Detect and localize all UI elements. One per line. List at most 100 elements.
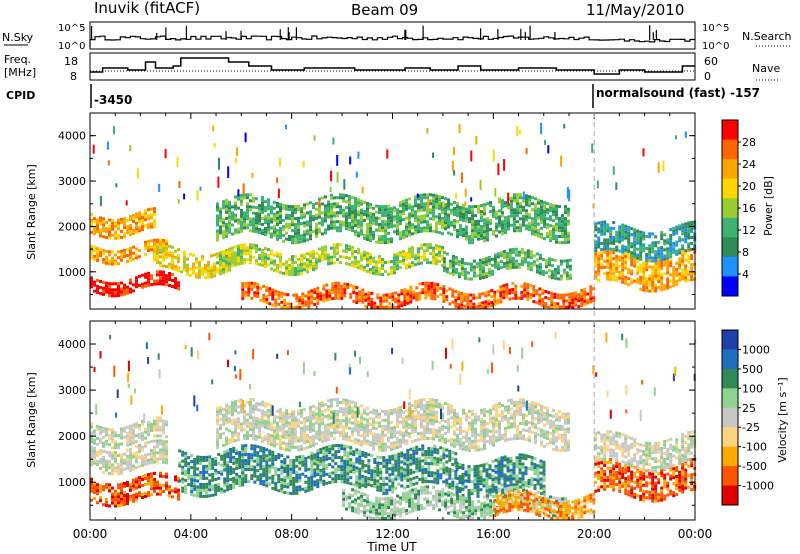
data-cell	[436, 451, 440, 455]
data-cell	[412, 455, 416, 459]
data-cell	[393, 268, 396, 272]
data-cell	[386, 149, 389, 159]
data-cell	[117, 495, 120, 499]
data-cell	[403, 474, 407, 478]
data-cell	[232, 479, 236, 483]
data-cell	[132, 478, 135, 482]
data-cell	[400, 460, 404, 464]
data-cell	[138, 426, 141, 430]
data-cell	[489, 222, 492, 226]
data-cell	[229, 466, 233, 469]
data-cell	[298, 306, 302, 309]
data-cell	[304, 294, 308, 298]
data-cell	[435, 227, 438, 231]
data-cell	[515, 480, 519, 484]
data-cell	[120, 249, 123, 253]
data-cell	[642, 276, 646, 280]
data-cell	[348, 228, 351, 231]
data-cell	[394, 474, 398, 478]
data-cell	[388, 455, 392, 459]
data-cell	[162, 419, 165, 423]
data-cell	[343, 179, 346, 190]
data-cell	[483, 239, 486, 243]
data-cell	[213, 253, 216, 257]
data-cell	[642, 234, 646, 238]
data-cell	[114, 460, 117, 464]
data-cell	[244, 447, 248, 451]
data-cell	[159, 442, 162, 446]
data-cell	[114, 230, 117, 234]
data-cell	[237, 197, 240, 201]
data-cell	[327, 212, 330, 216]
data-cell	[618, 225, 622, 229]
data-cell	[159, 457, 162, 461]
data-cell	[657, 240, 661, 244]
data-cell	[657, 265, 661, 269]
data-cell	[559, 277, 563, 281]
data-cell	[265, 301, 269, 304]
data-cell	[243, 261, 246, 265]
data-cell	[432, 196, 435, 200]
data-cell	[132, 245, 135, 249]
data-cell	[681, 226, 685, 230]
data-cell	[223, 450, 227, 454]
data-cell	[243, 252, 246, 256]
data-cell	[111, 259, 114, 263]
data-cell	[246, 258, 249, 262]
data-cell	[267, 204, 270, 208]
data-cell	[394, 462, 398, 466]
data-cell	[240, 193, 243, 197]
data-cell	[633, 258, 637, 262]
data-cell	[562, 299, 566, 303]
data-cell	[385, 482, 389, 486]
data-cell	[594, 273, 598, 277]
data-cell	[343, 468, 347, 472]
data-cell	[250, 459, 254, 463]
data-cell	[249, 252, 252, 256]
data-cell	[156, 419, 159, 423]
data-cell	[253, 285, 257, 289]
data-cell	[402, 212, 405, 215]
data-cell	[411, 246, 414, 250]
data-cell	[498, 215, 501, 219]
data-cell	[276, 210, 279, 214]
data-cell	[99, 484, 102, 488]
data-cell	[400, 478, 404, 482]
data-cell	[507, 227, 510, 231]
data-cell	[159, 238, 162, 242]
data-cell	[612, 272, 616, 276]
data-cell	[405, 222, 408, 226]
data-cell	[421, 282, 425, 286]
data-cell	[426, 214, 429, 218]
data-cell	[527, 485, 531, 488]
data-cell	[273, 230, 276, 234]
data-cell	[162, 270, 165, 274]
data-cell	[433, 282, 437, 286]
data-cell	[99, 291, 102, 295]
data-cell	[184, 451, 188, 455]
data-cell	[460, 295, 464, 298]
data-cell	[339, 255, 342, 259]
data-cell	[162, 246, 165, 250]
data-cell	[258, 262, 261, 266]
data-cell	[519, 202, 522, 206]
data-cell	[488, 473, 492, 477]
data-cell	[270, 208, 273, 212]
data-cell	[432, 193, 435, 197]
data-cell	[277, 296, 281, 300]
data-cell	[675, 240, 679, 244]
data-cell	[430, 456, 434, 460]
data-cell	[534, 203, 537, 207]
data-cell	[132, 429, 135, 433]
data-cell	[331, 285, 335, 289]
data-cell	[418, 468, 422, 472]
data-cell	[271, 456, 275, 460]
data-cell	[229, 448, 233, 451]
data-cell	[165, 452, 168, 456]
data-cell	[500, 474, 504, 478]
data-cell	[518, 459, 522, 463]
data-cell	[117, 250, 120, 254]
data-cell	[123, 232, 126, 236]
data-cell	[513, 193, 516, 197]
data-cell	[412, 293, 416, 297]
